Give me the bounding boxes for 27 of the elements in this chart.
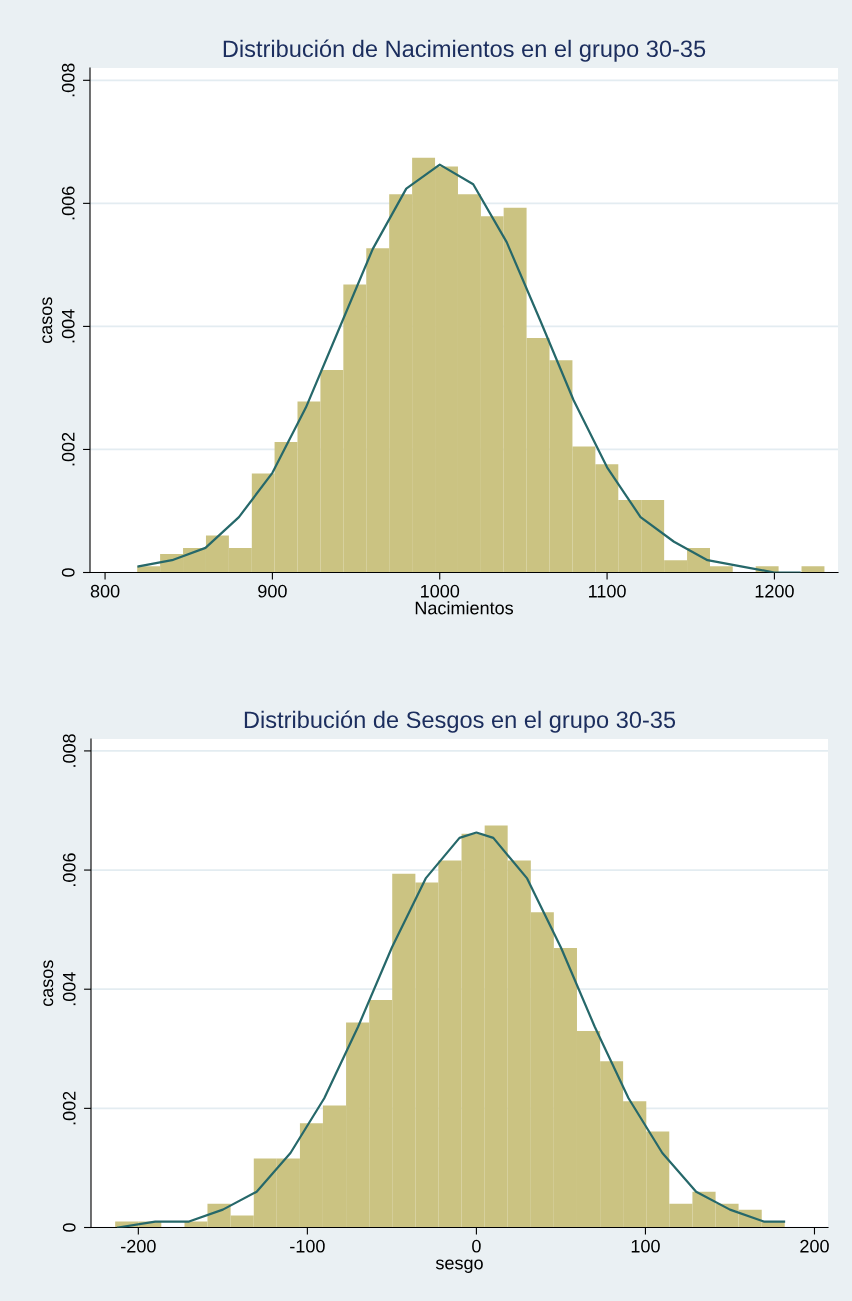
x-tick-label: -100 [290, 1239, 325, 1253]
x-tick-label: -200 [121, 1239, 156, 1253]
x-tick-label: 1100 [589, 584, 626, 598]
y-tick-label: .002 [62, 1091, 76, 1125]
y-axis-title: casos [43, 960, 54, 1007]
y-tick-label: .006 [61, 186, 75, 220]
y-axis-title: casos [42, 297, 53, 344]
x-tick-label: 900 [258, 584, 287, 598]
x-axis-title: sesgo [435, 1259, 483, 1273]
chart-title: Distribución de Nacimientos en el grupo 30-35 [223, 39, 706, 62]
chart-title: Distribución de Sesgos en el grupo 30-35 [244, 710, 676, 733]
line-series [116, 831, 786, 1228]
y-tick-label: .004 [61, 309, 75, 343]
x-tick-label: 100 [631, 1239, 660, 1253]
x-tick-label: 1000 [421, 584, 460, 598]
y-tick-label: .008 [61, 63, 75, 97]
y-tick-label: 0 [62, 1223, 76, 1232]
x-axis-title: Nacimientos [415, 601, 514, 615]
y-tick-label: .004 [62, 972, 76, 1006]
x-tick-label: 800 [90, 584, 120, 598]
y-tick-label: .006 [62, 853, 76, 886]
x-tick-label: 0 [472, 1239, 481, 1253]
y-tick-label: .008 [62, 734, 76, 767]
x-tick-label: 1200 [755, 584, 794, 598]
y-tick-label: .002 [61, 432, 75, 466]
x-tick-label: 200 [800, 1239, 829, 1253]
y-tick-label: 0 [61, 568, 75, 577]
